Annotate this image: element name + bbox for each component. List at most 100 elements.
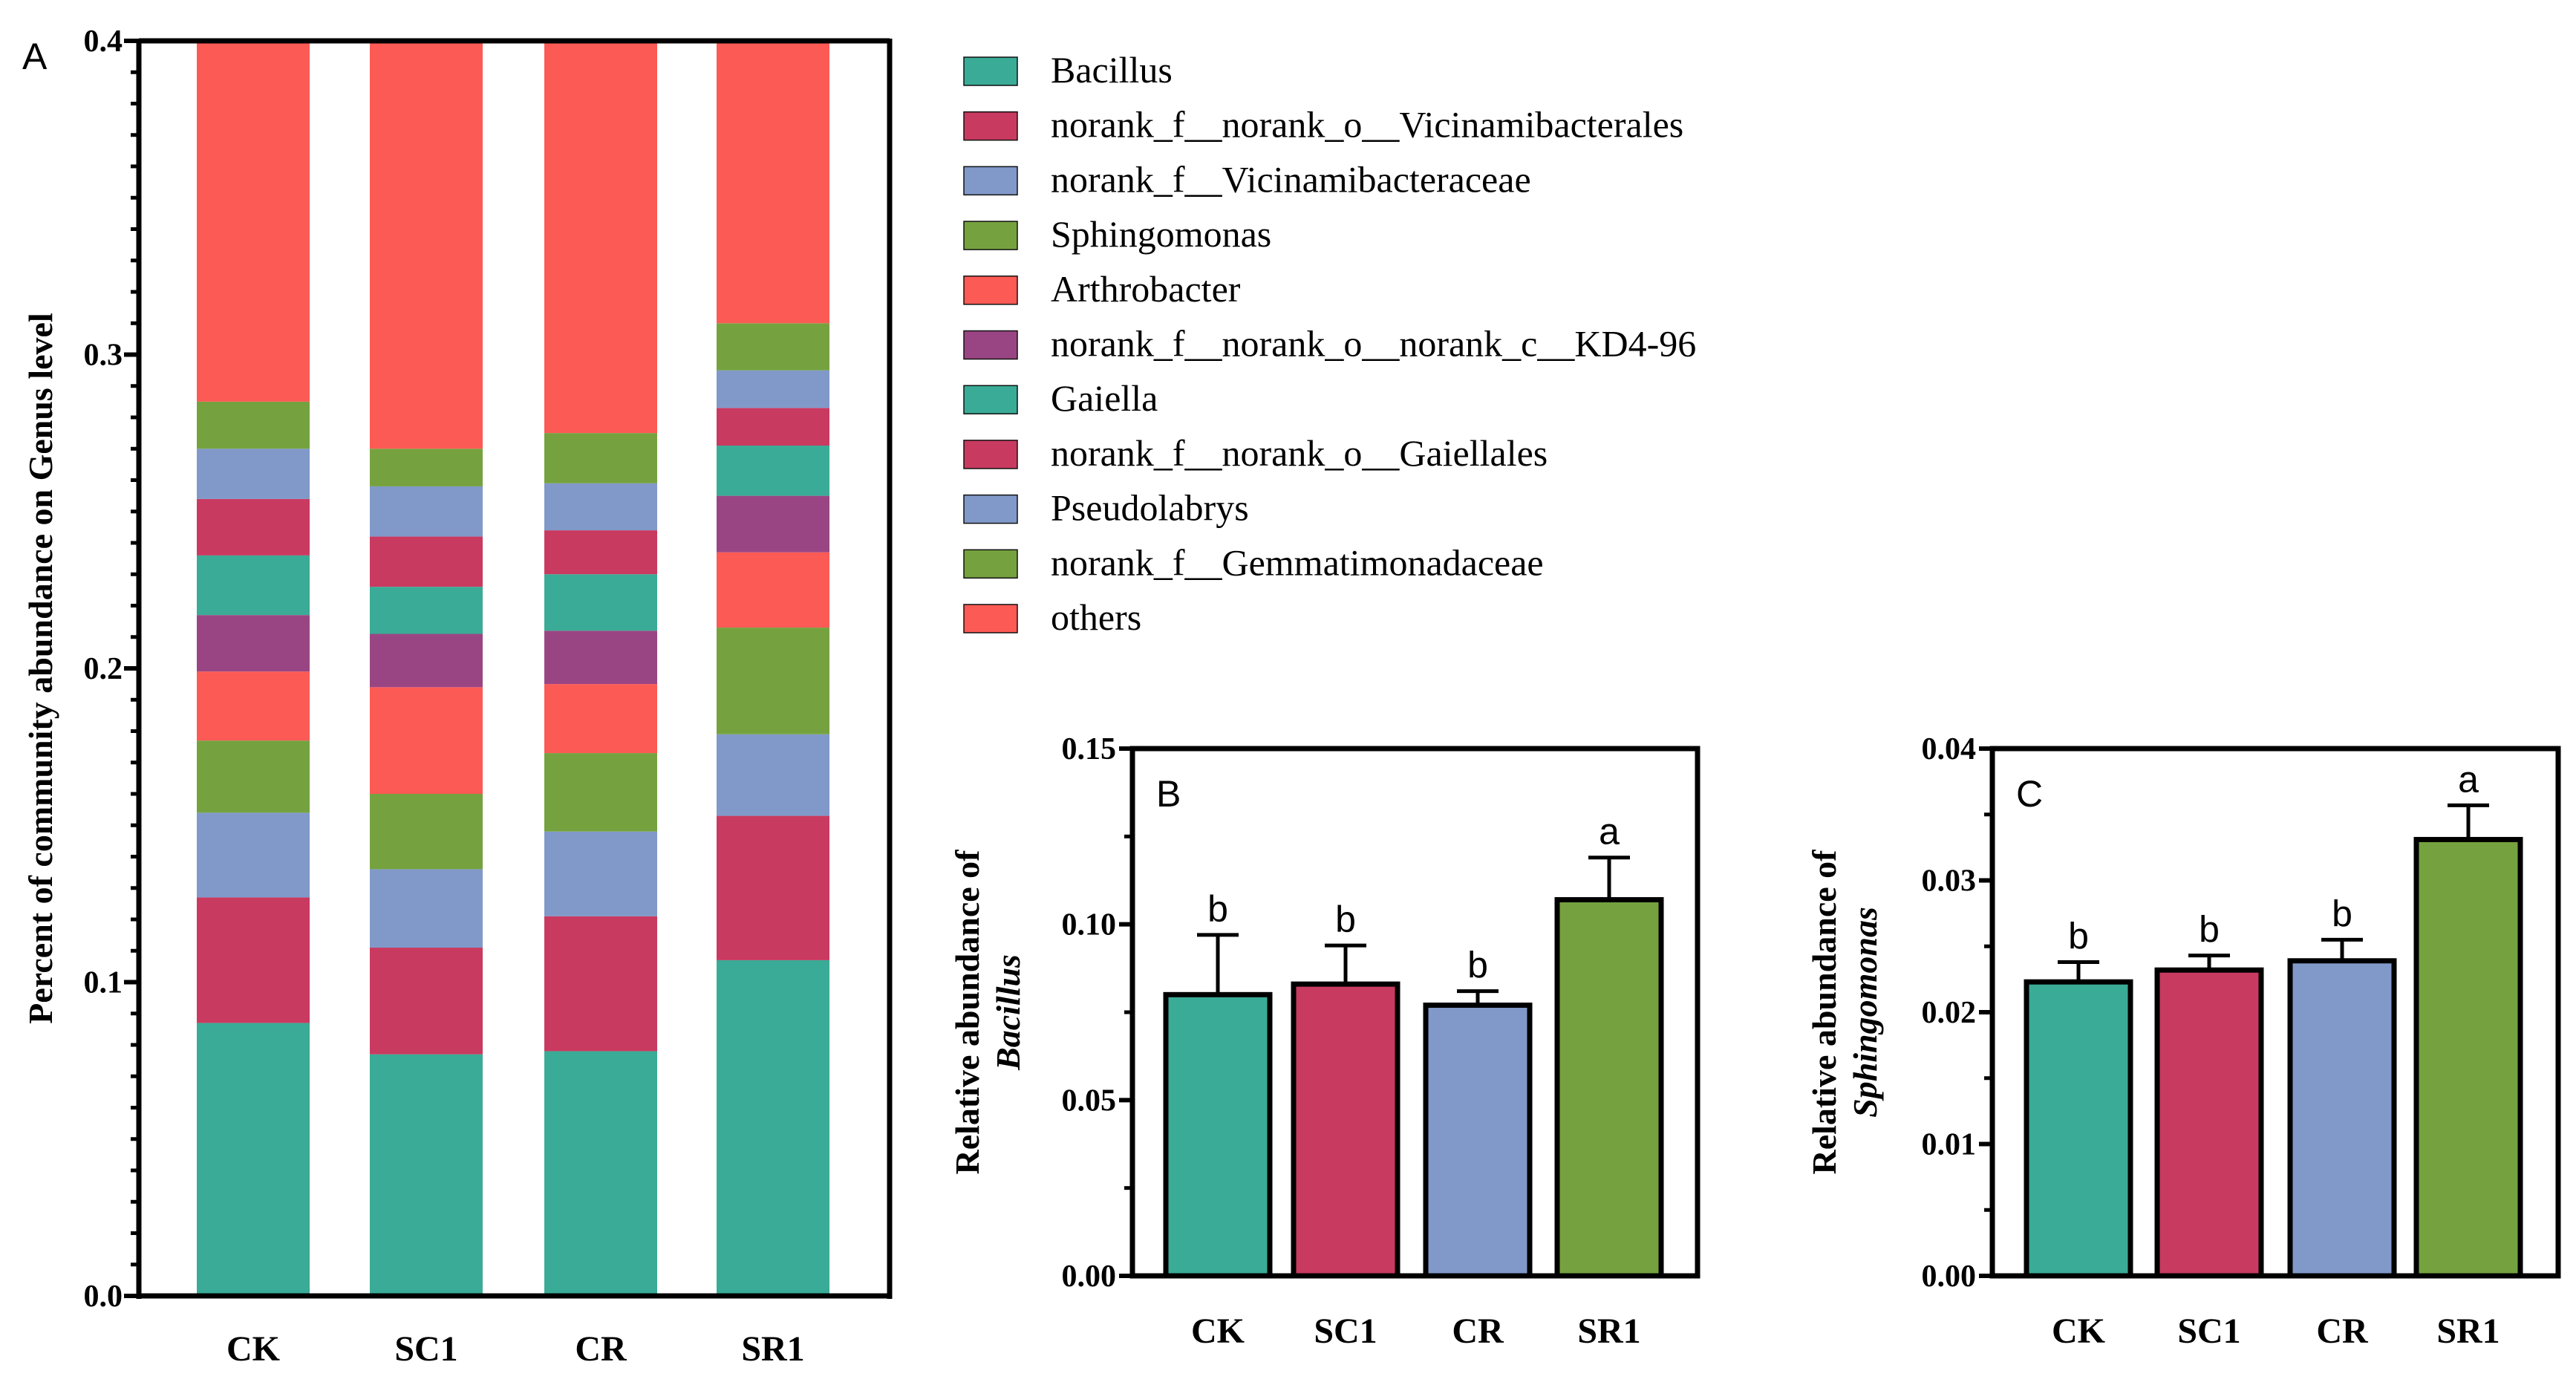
y-tick-label: 0.02: [1922, 996, 1977, 1030]
stack-segment-sr1-4: [717, 628, 829, 734]
stack-segment-cr-3: [544, 831, 657, 916]
stack-segment-ck-7: [197, 555, 310, 616]
bar-sr1: [1554, 897, 1664, 1279]
stack-segment-sr1-8: [717, 408, 829, 446]
stack-segment-ck-1: [197, 1023, 310, 1296]
legend-swatch: [963, 221, 1018, 250]
legend-swatch: [963, 549, 1018, 579]
y-axis-title: Percent of community abundance on Genus …: [22, 313, 59, 1023]
y-tick-label: 0.00: [1062, 1260, 1117, 1294]
panel-label: B: [1156, 773, 1181, 815]
legend-swatch: [963, 166, 1018, 196]
x-tick-label: SC1: [1314, 1312, 1377, 1351]
legend-swatch: [963, 276, 1018, 305]
legend-swatch: [963, 604, 1018, 633]
y-tick-label: 0.2: [84, 652, 123, 686]
stack-segment-sr1-3: [717, 734, 829, 816]
x-tick-label: SR1: [2436, 1312, 2500, 1351]
legend-swatch: [963, 330, 1018, 360]
y-axis-title-italic: Sphingomonas: [1846, 907, 1884, 1118]
x-tick-label: CR: [1452, 1312, 1504, 1351]
stack-segment-ck-3: [197, 812, 310, 898]
stack-segment-sr1-2: [717, 815, 829, 960]
stack-segment-sc1-4: [370, 794, 483, 870]
x-tick-label: SR1: [1577, 1312, 1640, 1351]
stack-segment-sc1-3: [370, 869, 483, 948]
y-tick-label: 0.10: [1062, 908, 1117, 942]
stack-segment-sc1-6: [370, 633, 483, 688]
y-tick-label: 0.3: [84, 339, 123, 373]
x-tick-label: SC1: [394, 1329, 457, 1369]
legend-label: norank_f__norank_o__Gaiellales: [1051, 432, 1548, 474]
stack-segment-sc1-2: [370, 948, 483, 1055]
x-tick-label: CK: [1191, 1312, 1245, 1351]
legend-label: norank_f__Vicinamibacteraceae: [1051, 158, 1531, 200]
legend-swatch: [963, 111, 1018, 141]
y-tick-label: 0.04: [1922, 732, 1977, 766]
y-tick-label: 0.00: [1922, 1260, 1977, 1294]
legend-swatch: [963, 385, 1018, 414]
stack-segment-ck-10: [197, 401, 310, 449]
stack-segment-ck-4: [197, 740, 310, 813]
bar-ck: [2024, 979, 2133, 1279]
y-tick-label: 0.0: [84, 1280, 123, 1314]
panel-label: C: [2016, 773, 2043, 815]
significance-letter: b: [2199, 909, 2220, 951]
stack-segment-sr1-9: [717, 370, 829, 408]
bar-sc1: [2154, 967, 2264, 1279]
stack-segment-cr-4: [544, 753, 657, 832]
stack-segment-ck-5: [197, 671, 310, 741]
stack-segment-sr1-7: [717, 446, 829, 496]
panel-b-chart: b CK b SC1 b CR a SR1 0.00 0.05 0.10 0.15 Relative a…: [948, 732, 1701, 1351]
legend-label: others: [1051, 596, 1141, 638]
stack-segment-cr-10: [544, 433, 657, 483]
x-tick-label: SC1: [2177, 1312, 2240, 1351]
x-tick-label: SR1: [741, 1329, 804, 1369]
legend-label: norank_f__norank_o__norank_c__KD4-96: [1051, 323, 1696, 365]
stack-segment-sr1-6: [717, 495, 829, 553]
significance-letter: b: [1467, 945, 1488, 986]
stack-segment-ck-2: [197, 897, 310, 1023]
stack-segment-ck-11: [197, 41, 310, 402]
stack-segment-sr1-5: [717, 552, 829, 628]
stack-segment-sc1-10: [370, 449, 483, 486]
significance-letter: b: [1335, 899, 1356, 940]
bar-cr: [2287, 958, 2397, 1279]
y-tick-label: 0.1: [84, 966, 123, 1000]
significance-letter: a: [2458, 758, 2479, 800]
legend: Bacillus norank_f__norank_o__Vicinamibact…: [963, 49, 1696, 638]
stack-segment-sr1-11: [717, 41, 829, 324]
significance-letter: b: [1207, 888, 1228, 930]
significance-letter: b: [2068, 916, 2089, 957]
stack-segment-sc1-5: [370, 687, 483, 794]
significance-letter: b: [2332, 893, 2352, 934]
y-tick-label: 0.01: [1922, 1128, 1977, 1162]
legend-label: norank_f__norank_o__Vicinamibacterales: [1051, 104, 1683, 146]
legend-label: Pseudolabrys: [1051, 487, 1249, 529]
stack-segment-cr-8: [544, 530, 657, 575]
stack-segment-cr-5: [544, 684, 657, 754]
legend-label: Sphingomonas: [1051, 213, 1271, 255]
stack-segment-cr-7: [544, 574, 657, 631]
x-tick-label: CK: [2052, 1312, 2105, 1351]
y-tick-label: 0.15: [1062, 732, 1117, 766]
stack-segment-cr-11: [544, 41, 657, 434]
legend-swatch: [963, 56, 1018, 86]
stack-segment-cr-1: [544, 1051, 657, 1296]
legend-swatch: [963, 440, 1018, 469]
stack-segment-ck-6: [197, 615, 310, 672]
stack-segment-cr-6: [544, 631, 657, 685]
stack-segment-ck-8: [197, 498, 310, 555]
stack-segment-ck-9: [197, 449, 310, 499]
stack-segment-cr-9: [544, 483, 657, 531]
y-axis-title: Relative abundance of: [1805, 850, 1843, 1175]
legend-swatch: [963, 494, 1018, 524]
stack-segment-sc1-9: [370, 486, 483, 537]
x-tick-label: CR: [2316, 1312, 2369, 1351]
y-axis-title-italic: Bacillus: [989, 954, 1027, 1071]
bar-ck: [1163, 991, 1273, 1279]
stack-segment-sc1-7: [370, 587, 483, 634]
legend-label: Arthrobacter: [1051, 268, 1241, 310]
stack-segment-sr1-1: [717, 959, 829, 1296]
